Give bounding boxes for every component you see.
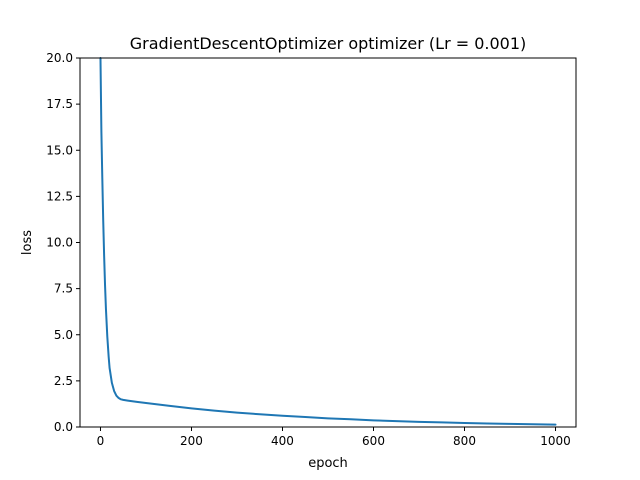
y-axis-label: loss (20, 230, 35, 255)
x-tick-label: 600 (362, 434, 385, 448)
y-tick-label: 7.5 (54, 282, 73, 296)
chart-title: GradientDescentOptimizer optimizer (Lr =… (130, 34, 527, 53)
x-axis: 0 200 400 600 800 1000 (97, 427, 571, 448)
plot-frame (79, 57, 577, 428)
x-tick-label: 800 (453, 434, 476, 448)
y-tick-label: 5.0 (54, 328, 73, 342)
series-layer (99, 57, 557, 426)
x-axis-label: epoch (308, 456, 348, 471)
x-tick-label: 200 (180, 434, 203, 448)
x-tick-label: 1000 (540, 434, 571, 448)
y-tick-label: 15.0 (46, 143, 73, 157)
y-tick-label: 17.5 (46, 97, 73, 111)
x-tick-label: 400 (271, 434, 294, 448)
y-tick-label: 20.0 (46, 51, 73, 65)
y-tick-label: 10.0 (46, 236, 73, 250)
y-axis: 0.0 2.5 5.0 7.5 10.0 12.5 15.0 17.5 20.0 (46, 51, 80, 434)
y-tick-label: 12.5 (46, 189, 73, 203)
y-tick-label: 0.0 (54, 420, 73, 434)
y-tick-label: 2.5 (54, 374, 73, 388)
x-tick-label: 0 (97, 434, 105, 448)
loss-series-line (99, 57, 557, 426)
